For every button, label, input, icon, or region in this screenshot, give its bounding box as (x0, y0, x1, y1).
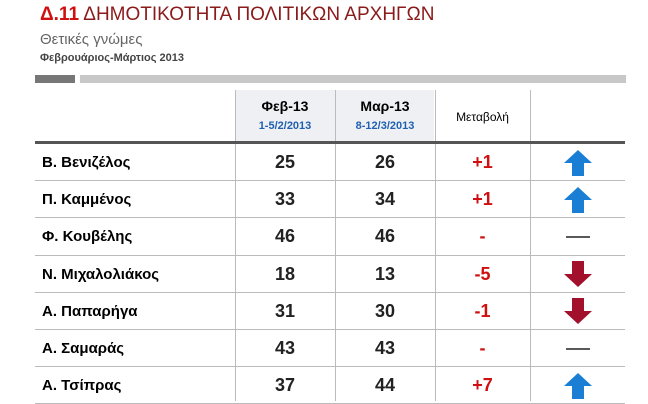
column-dates: 1-5/2/2013 (258, 120, 312, 132)
cell-feb: 33 (274, 189, 296, 210)
row-line (35, 329, 625, 330)
trend-up (564, 149, 592, 176)
name: Φ. Κουβέλης (42, 228, 133, 246)
cell-change: +7 (472, 375, 493, 396)
cell-mar: 46 (374, 226, 396, 247)
column-label: Φεβ-13 (261, 98, 309, 114)
row-line (35, 217, 625, 219)
name: Α. Τσίπρας (42, 377, 122, 395)
bar-dark (35, 75, 75, 83)
trend-up (564, 186, 592, 213)
cell-change: -5 (474, 263, 491, 284)
cell-change: +1 (472, 152, 493, 173)
cell-feb: 31 (274, 300, 296, 321)
row-line (35, 291, 625, 293)
cell-mar: 44 (374, 375, 396, 396)
name: Π. Καμμένος (42, 191, 132, 209)
cell-mar: 30 (374, 300, 396, 321)
trend-icon (566, 347, 590, 350)
cell-change: -1 (474, 300, 491, 321)
cell-change: +1 (472, 189, 493, 210)
col-line (435, 90, 436, 402)
col-line (335, 90, 336, 402)
trend-icon (564, 372, 592, 399)
column-label: Μαρ-13 (360, 98, 410, 114)
name: Α. Σαμαράς (42, 340, 125, 358)
row-line (35, 254, 625, 256)
name: Β. Βενιζέλος (42, 154, 131, 172)
cell-change: - (479, 226, 486, 247)
cell-feb: 37 (274, 375, 296, 396)
trend-up (564, 372, 592, 399)
cell-mar: 26 (374, 152, 396, 173)
cell-mar: 13 (374, 263, 396, 284)
trend-down (564, 261, 592, 288)
column-label: Μεταβολή (456, 110, 509, 124)
col-line (235, 90, 236, 402)
cell-feb: 46 (274, 226, 296, 247)
cell-feb: 18 (274, 263, 296, 284)
trend-down (564, 298, 592, 325)
cell-feb: 25 (274, 152, 296, 173)
row-line (35, 180, 625, 182)
bar-light (80, 75, 626, 83)
period: Φεβρουάριος-Μάρτιος 2013 (40, 52, 184, 64)
cell-mar: 34 (374, 189, 396, 210)
cell-mar: 43 (374, 338, 396, 359)
title-code: Δ.11 (40, 4, 80, 25)
header-line (35, 141, 625, 144)
trend-icon (564, 186, 592, 213)
name: Ν. Μιχαλολιάκος (42, 265, 160, 283)
subtitle: Θετικές γνώμες (40, 31, 143, 48)
trend-icon (564, 149, 592, 176)
trend-icon (566, 236, 590, 238)
title: Δ.11 ΔΗΜΟΤΙΚΟΤΗΤΑ ΠΟΛΙΤΙΚΩΝ ΑΡΧΗΓΩΝ (40, 4, 434, 26)
trend-icon (564, 261, 592, 288)
title-text: ΔΗΜΟΤΙΚΟΤΗΤΑ ΠΟΛΙΤΙΚΩΝ ΑΡΧΗΓΩΝ (83, 4, 435, 25)
col-line (530, 90, 531, 402)
row-line (35, 366, 625, 368)
cell-change: - (479, 338, 486, 359)
name: Α. Παπαρήγα (42, 302, 138, 320)
cell-feb: 43 (274, 338, 296, 359)
column-dates: 8-12/3/2013 (355, 120, 415, 132)
trend-icon (564, 298, 592, 325)
